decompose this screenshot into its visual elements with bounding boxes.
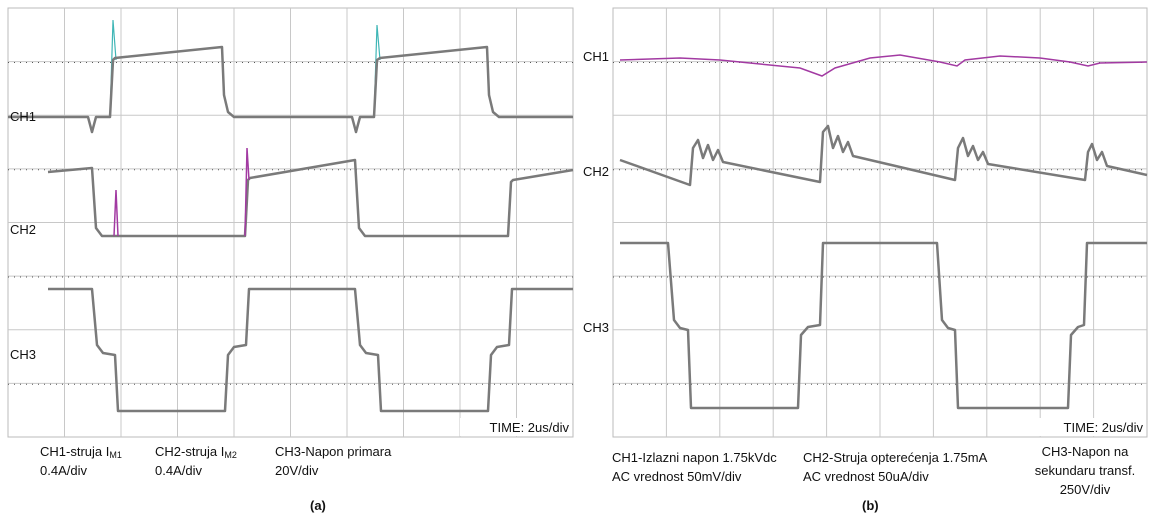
channel-label: CH1: [583, 49, 609, 64]
labels: CH1 CH2 CH3 TIME: 2us/div CH1 CH2 CH3 TI…: [10, 49, 1146, 513]
caption: CH2-struja IM2: [155, 444, 237, 460]
channel-label: CH3: [583, 320, 609, 335]
channel-label: CH2: [10, 222, 36, 237]
waveform-ch2: [48, 160, 573, 236]
caption: CH3-Napon primara: [275, 444, 392, 459]
time-label: TIME: 2us/div: [490, 420, 570, 435]
caption: 0.4A/div: [40, 463, 87, 478]
channel-label: CH1: [10, 109, 36, 124]
panel-label: (a): [310, 498, 326, 513]
channel-label: CH3: [10, 347, 36, 362]
channel-label: CH2: [583, 164, 609, 179]
waveform-ch1: [620, 55, 1147, 76]
caption: CH1-struja IM1: [40, 444, 122, 460]
time-label: TIME: 2us/div: [1064, 420, 1144, 435]
caption: AC vrednost 50mV/div: [612, 469, 742, 484]
waveform-ch3: [48, 289, 573, 411]
waveform-ch2: [114, 190, 118, 236]
caption: AC vrednost 50uA/div: [803, 469, 929, 484]
caption: sekundaru transf.: [1035, 463, 1135, 478]
caption: 20V/div: [275, 463, 319, 478]
caption: 0.4A/div: [155, 463, 202, 478]
waveform-ch2: [620, 126, 1147, 185]
caption: 250V/div: [1060, 482, 1111, 497]
caption: CH1-Izlazni napon 1.75kVdc: [612, 450, 777, 465]
caption: CH2-Struja opterećenja 1.75mA: [803, 450, 988, 465]
caption: CH3-Napon na: [1042, 444, 1129, 459]
figure: CH1 CH2 CH3 TIME: 2us/div CH1 CH2 CH3 TI…: [0, 0, 1149, 521]
panel-label: (b): [862, 498, 879, 513]
grids: [8, 8, 1147, 437]
